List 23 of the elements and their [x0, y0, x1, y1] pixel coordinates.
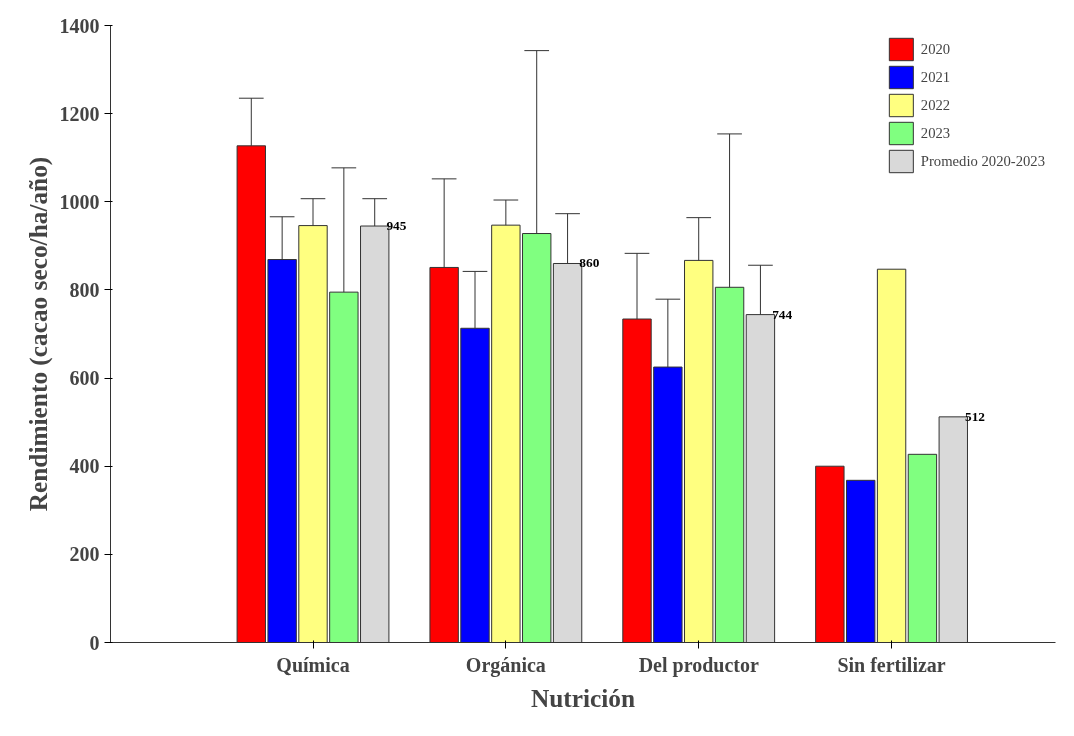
- legend-label: Promedio 2020-2023: [920, 152, 1045, 170]
- x-tick-label: Orgánica: [465, 653, 546, 677]
- y-tick-label: 1400: [59, 14, 100, 37]
- legend-label: 2020: [920, 40, 951, 58]
- legend-label: 2022: [920, 96, 951, 114]
- y-tick-label: 0: [89, 631, 100, 654]
- y-axis-title: Rendimiento (cacao seco/ha/año): [23, 156, 53, 512]
- x-tick-label: Del productor: [638, 653, 759, 677]
- data-label: 512: [965, 408, 986, 424]
- data-label: 860: [579, 255, 600, 271]
- x-axis-title: Nutrición: [530, 683, 636, 712]
- legend-label: 2021: [920, 68, 951, 86]
- y-tick-label: 200: [69, 543, 100, 566]
- y-tick-label: 800: [69, 278, 100, 301]
- data-label: 945: [386, 218, 407, 234]
- legend-label: 2023: [920, 124, 951, 142]
- data-label: 744: [772, 306, 793, 322]
- x-tick-label: Sin fertilizar: [837, 653, 946, 676]
- y-tick-label: 400: [69, 455, 100, 478]
- y-tick-label: 600: [69, 367, 100, 390]
- y-tick-label: 1200: [59, 102, 100, 125]
- x-tick-label: Química: [276, 653, 350, 676]
- y-tick-label: 1000: [59, 190, 100, 213]
